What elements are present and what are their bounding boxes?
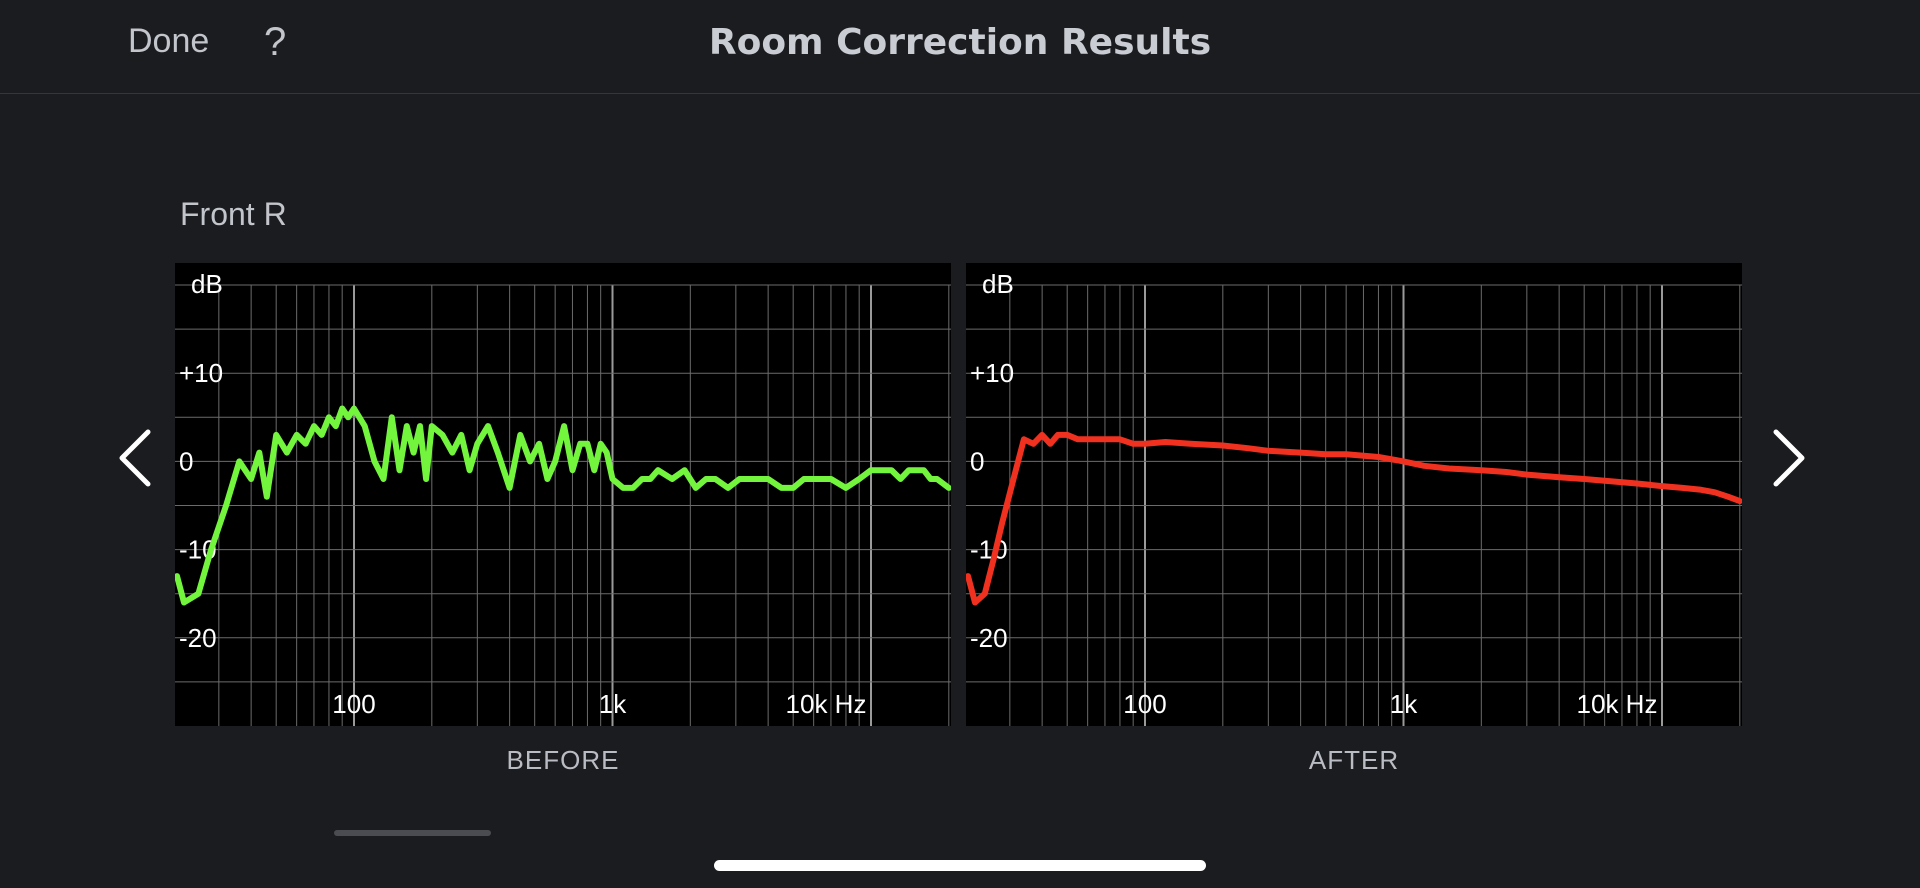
y-tick-label: -10 [970,535,1008,565]
y-tick-label: 0 [179,446,193,476]
x-tick-label: 10k Hz [1577,689,1658,719]
after-response-chart: dB +10 0 -10 -20 100 1k 10k Hz [966,263,1742,726]
after-chart-svg: dB +10 0 -10 -20 100 1k 10k Hz [966,269,1742,726]
y-tick-label: 0 [970,446,984,476]
y-tick-label: -20 [970,623,1008,653]
next-channel-button[interactable] [1768,428,1808,488]
header-bar: Done ? Room Correction Results [0,0,1920,94]
after-response-curve [966,431,1742,606]
before-caption: BEFORE [506,745,620,775]
after-caption: AFTER [1308,745,1400,775]
horizontal-grid [966,284,1742,683]
x-tick-label: 100 [1123,689,1166,719]
x-tick-label: 10k Hz [786,689,867,719]
help-button[interactable]: ? [264,20,287,64]
chevron-left-icon [119,429,151,487]
y-unit-label: dB [982,269,1014,299]
x-tick-label: 1k [599,689,627,719]
channel-label: Front R [180,196,287,232]
y-tick-label: -20 [179,623,217,653]
before-response-chart: dB +10 0 -10 -20 100 1k 10k Hz [175,263,951,726]
done-button[interactable]: Done [128,22,210,60]
x-tick-label: 1k [1390,689,1418,719]
page-title: Room Correction Results [708,22,1212,63]
scroll-indicator [334,830,491,836]
x-tick-label: 100 [332,689,375,719]
before-response-curve [175,405,951,606]
chevron-right-icon [1773,429,1805,487]
y-tick-label: +10 [970,358,1014,388]
previous-channel-button[interactable] [116,428,156,488]
horizontal-grid [175,284,951,683]
home-indicator[interactable] [714,860,1206,871]
y-unit-label: dB [191,269,223,299]
y-tick-label: +10 [179,358,223,388]
